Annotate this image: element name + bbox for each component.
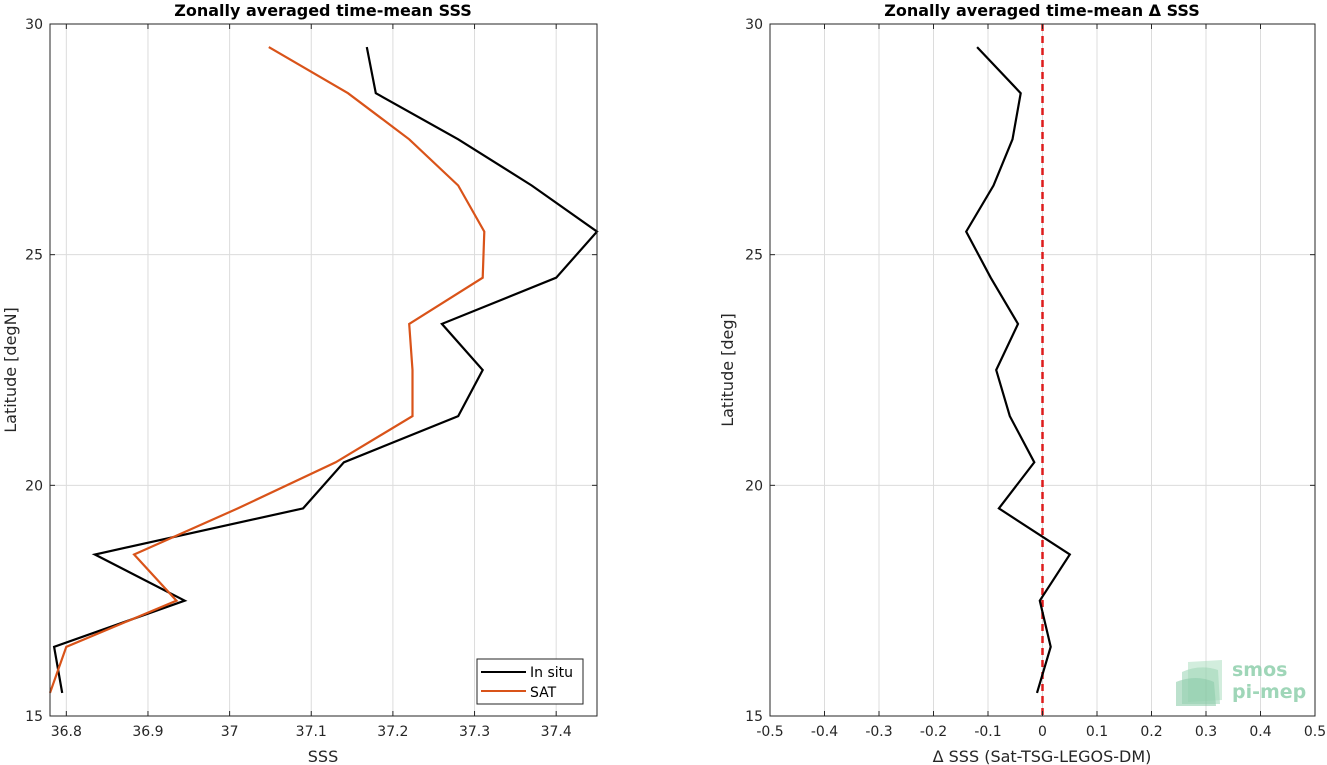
y-tick-label: 20	[745, 478, 763, 494]
x-tick-label: 0	[1038, 724, 1047, 740]
logo-waves-icon	[1176, 660, 1222, 706]
y-tick-label: 30	[745, 17, 763, 33]
x-tick-label: 0.5	[1304, 724, 1326, 740]
y-tick-label: 20	[25, 478, 43, 494]
series-line-delta-sss	[964, 46, 1072, 694]
ticks: 36.8 36.9 37 37.1 37.2 37.3 37.4 15 20 25 30	[25, 17, 597, 740]
x-tick-label: 37	[221, 724, 239, 740]
chart-title: Zonally averaged time-mean SSS	[174, 1, 472, 20]
x-axis-label: SSS	[308, 747, 338, 765]
x-tick-label: 36.8	[51, 724, 82, 740]
x-axis-label: Δ SSS (Sat-TSG-LEGOS-DM)	[933, 747, 1152, 765]
delta-sss-profile-chart: -0.5 -0.4 -0.3 -0.2 -0.1 0 0.1 0.2 0.3 0.4 0.5 15 20…	[718, 1, 1326, 765]
x-tick-label: 0.3	[1195, 724, 1217, 740]
x-tick-label: 0.1	[1086, 724, 1108, 740]
x-tick-label: 37.3	[459, 724, 490, 740]
x-tick-label: 36.9	[132, 724, 163, 740]
chart-title: Zonally averaged time-mean Δ SSS	[884, 1, 1200, 20]
sss-profile-chart: 36.8 36.9 37 37.1 37.2 37.3 37.4 15 20 25 30 Zonal…	[1, 1, 599, 765]
plot-area	[50, 24, 597, 716]
y-tick-label: 25	[25, 248, 43, 264]
series-line-sat	[48, 46, 486, 694]
legend: In situ SAT	[476, 658, 584, 705]
x-tick-label: 0.2	[1140, 724, 1162, 740]
axes-box	[49, 23, 598, 717]
series-line-in-situ	[52, 46, 599, 694]
logo-text-line1: smos	[1232, 659, 1287, 681]
logo-text-line2: pi-mep	[1232, 681, 1306, 703]
y-tick-label: 25	[745, 248, 763, 264]
legend-label-in-situ: In situ	[530, 665, 573, 681]
series-group	[48, 46, 599, 694]
x-tick-label: -0.1	[974, 724, 1001, 740]
y-axis-label: Latitude [deg]	[718, 313, 737, 427]
x-tick-label: -0.5	[756, 724, 783, 740]
x-tick-label: -0.2	[920, 724, 947, 740]
legend-box	[476, 658, 584, 705]
y-axis-label: Latitude [degN]	[1, 307, 20, 433]
x-tick-label: 37.1	[296, 724, 327, 740]
y-tick-label: 15	[25, 709, 43, 725]
x-tick-label: 0.4	[1249, 724, 1271, 740]
x-tick-label: -0.4	[811, 724, 838, 740]
y-tick-label: 15	[745, 709, 763, 725]
legend-label-sat: SAT	[530, 685, 557, 701]
smos-pi-mep-logo: smos pi-mep	[1176, 659, 1306, 706]
y-tick-label: 30	[25, 17, 43, 33]
x-tick-label: -0.3	[865, 724, 892, 740]
series-group	[964, 46, 1072, 694]
ticks: -0.5 -0.4 -0.3 -0.2 -0.1 0 0.1 0.2 0.3 0.4 0.5 15 20…	[745, 17, 1326, 740]
x-tick-label: 37.4	[541, 724, 572, 740]
x-tick-label: 37.2	[377, 724, 408, 740]
